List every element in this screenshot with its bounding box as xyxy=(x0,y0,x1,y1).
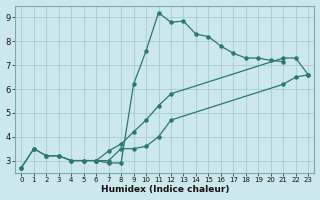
X-axis label: Humidex (Indice chaleur): Humidex (Indice chaleur) xyxy=(100,185,229,194)
